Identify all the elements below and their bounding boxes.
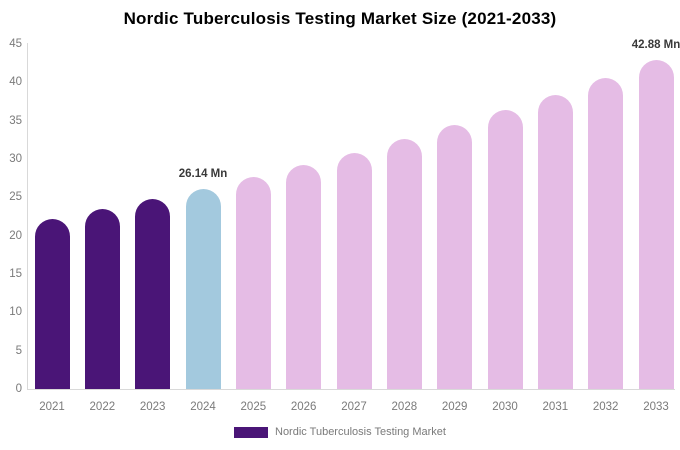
- legend[interactable]: Nordic Tuberculosis Testing Market: [0, 426, 680, 438]
- x-tick-2027: 2027: [341, 401, 367, 413]
- y-tick-35: 35: [9, 114, 22, 127]
- bar-2027[interactable]: [336, 152, 372, 389]
- legend-label: Nordic Tuberculosis Testing Market: [275, 426, 446, 438]
- y-tick-0: 0: [15, 383, 22, 395]
- y-axis-line: [27, 43, 28, 389]
- x-tick-2029: 2029: [441, 401, 468, 413]
- bar-2030[interactable]: [487, 110, 523, 389]
- y-tick-10: 10: [9, 306, 22, 319]
- y-tick-45: 45: [9, 38, 22, 50]
- data-label-2024: 26.14 Mn: [178, 167, 228, 180]
- x-tick-2021: 2021: [39, 401, 65, 413]
- bar-2023[interactable]: [135, 199, 171, 389]
- x-axis-line: [27, 389, 675, 390]
- x-tick-2028: 2028: [391, 401, 418, 413]
- x-tick-2033: 2033: [643, 401, 669, 413]
- y-tick-20: 20: [9, 229, 22, 242]
- data-label-2033: 42.88 Mn: [631, 39, 680, 52]
- y-tick-30: 30: [9, 153, 22, 165]
- x-tick-2022: 2022: [89, 401, 116, 413]
- x-tick-2023: 2023: [139, 401, 166, 413]
- y-tick-25: 25: [9, 191, 22, 204]
- y-tick-40: 40: [9, 76, 22, 89]
- x-tick-2030: 2030: [492, 401, 518, 413]
- bar-2028[interactable]: [386, 139, 422, 389]
- bar-2024[interactable]: [185, 188, 221, 389]
- bar-2021[interactable]: [34, 219, 70, 389]
- x-tick-2024: 2024: [190, 401, 216, 413]
- bar-2033[interactable]: [638, 60, 674, 389]
- bar-2025[interactable]: [235, 177, 271, 389]
- x-tick-2026: 2026: [290, 401, 317, 413]
- bar-2031[interactable]: [537, 94, 573, 389]
- chart-title: Nordic Tuberculosis Testing Market Size …: [123, 9, 557, 28]
- bar-2022[interactable]: [84, 209, 120, 389]
- bar-2026[interactable]: [286, 165, 322, 389]
- y-tick-5: 5: [15, 344, 22, 357]
- legend-swatch: [234, 426, 268, 438]
- bar-2029[interactable]: [437, 125, 473, 389]
- bar-2032[interactable]: [588, 77, 624, 389]
- x-tick-2025: 2025: [240, 401, 267, 413]
- x-tick-2031: 2031: [542, 401, 569, 413]
- y-tick-15: 15: [9, 268, 22, 280]
- x-tick-2032: 2032: [592, 401, 619, 413]
